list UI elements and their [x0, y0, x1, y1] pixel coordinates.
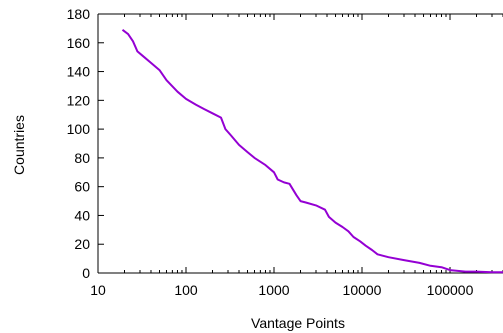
- y-tick-label: 160: [67, 35, 91, 51]
- y-tick-label: 20: [74, 236, 90, 252]
- y-axis-title: Countries: [11, 115, 27, 175]
- plot-frame: [97, 13, 503, 274]
- y-tick-label: 180: [67, 6, 91, 22]
- x-tick-label: 1000: [258, 282, 289, 298]
- x-ticks: [97, 14, 503, 273]
- y-tick-label: 140: [67, 64, 91, 80]
- y-tick-label: 80: [74, 150, 90, 166]
- y-tick-label: 60: [74, 179, 90, 195]
- y-ticks: [98, 13, 104, 274]
- x-tick-labels: 10 100 1000 10000 100000: [90, 282, 473, 298]
- series-group: [121, 29, 503, 274]
- y-tick-label: 120: [67, 92, 91, 108]
- x-axis-title: Vantage Points: [251, 315, 345, 331]
- y-tick-label: 100: [67, 121, 91, 137]
- x-tick-label: 100000: [427, 282, 474, 298]
- y-tick-label: 0: [82, 265, 90, 281]
- x-tick-label: 10000: [343, 282, 382, 298]
- x-tick-label: 100: [174, 282, 198, 298]
- y-tick-label: 40: [74, 207, 90, 223]
- series-line: [121, 29, 503, 274]
- x-tick-label: 10: [90, 282, 106, 298]
- y-tick-labels: 0 20 40 60 80 100 120 140 160 180: [67, 6, 91, 281]
